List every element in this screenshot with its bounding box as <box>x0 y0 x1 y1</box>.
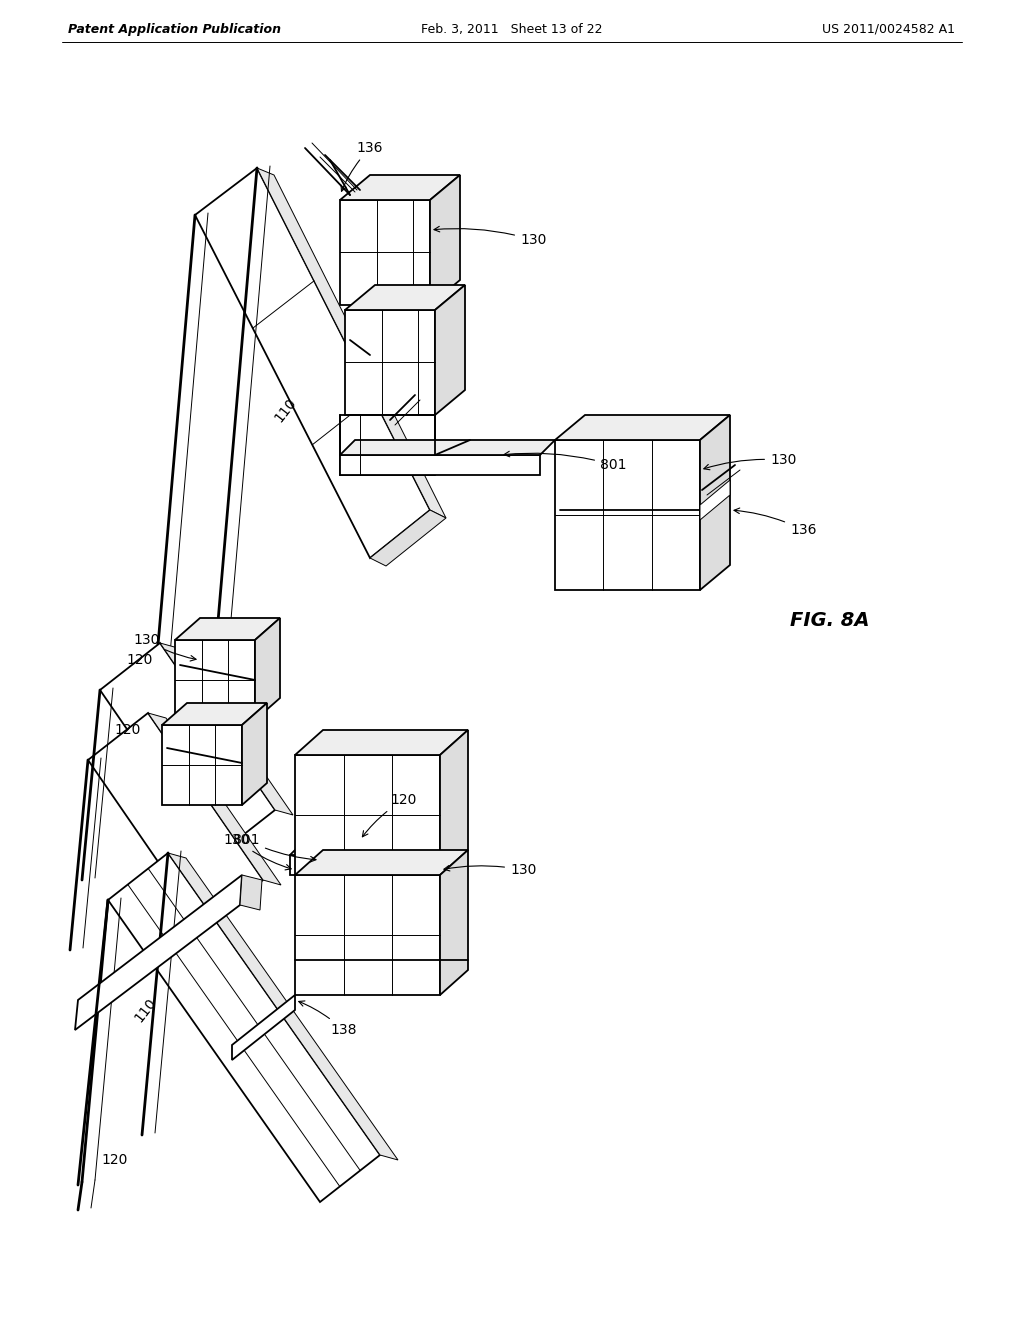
Polygon shape <box>195 168 430 558</box>
Polygon shape <box>340 440 555 455</box>
Text: 130: 130 <box>133 634 196 661</box>
Text: US 2011/0024582 A1: US 2011/0024582 A1 <box>822 22 955 36</box>
Text: Feb. 3, 2011   Sheet 13 of 22: Feb. 3, 2011 Sheet 13 of 22 <box>421 22 603 36</box>
Polygon shape <box>440 730 468 875</box>
Polygon shape <box>162 704 267 725</box>
Text: 120: 120 <box>115 723 141 737</box>
Polygon shape <box>240 875 262 909</box>
Polygon shape <box>340 176 460 201</box>
Text: FIG. 8A: FIG. 8A <box>790 610 869 630</box>
Polygon shape <box>440 850 468 995</box>
Polygon shape <box>345 310 435 414</box>
Polygon shape <box>232 995 295 1060</box>
Polygon shape <box>345 285 465 310</box>
Polygon shape <box>148 713 281 884</box>
Polygon shape <box>175 640 255 719</box>
Text: 136: 136 <box>734 508 816 537</box>
Polygon shape <box>88 713 263 927</box>
Polygon shape <box>295 730 468 755</box>
Text: 136: 136 <box>341 141 383 191</box>
Polygon shape <box>255 618 280 719</box>
Polygon shape <box>168 853 398 1160</box>
Text: 138: 138 <box>299 1001 356 1038</box>
Text: 801: 801 <box>504 451 627 473</box>
Polygon shape <box>700 480 730 520</box>
Polygon shape <box>175 618 280 640</box>
Text: 130: 130 <box>434 226 547 247</box>
Polygon shape <box>290 855 450 875</box>
Polygon shape <box>340 201 430 305</box>
Polygon shape <box>242 704 267 805</box>
Polygon shape <box>295 755 440 875</box>
Text: 110: 110 <box>131 995 159 1024</box>
Polygon shape <box>295 850 468 875</box>
Polygon shape <box>430 176 460 305</box>
Polygon shape <box>370 510 446 566</box>
Polygon shape <box>555 440 700 590</box>
Text: 120: 120 <box>362 793 417 837</box>
Text: 130: 130 <box>223 833 291 870</box>
Polygon shape <box>295 875 440 995</box>
Polygon shape <box>340 455 540 475</box>
Polygon shape <box>555 414 730 440</box>
Polygon shape <box>108 853 380 1203</box>
Polygon shape <box>435 285 465 414</box>
Polygon shape <box>100 643 275 857</box>
Text: 120: 120 <box>127 653 154 667</box>
Polygon shape <box>162 725 242 805</box>
Text: 801: 801 <box>233 833 316 862</box>
Polygon shape <box>75 875 242 1030</box>
Text: 130: 130 <box>444 863 537 876</box>
Text: 120: 120 <box>101 1152 128 1167</box>
Text: 130: 130 <box>703 453 797 470</box>
Polygon shape <box>700 414 730 590</box>
Polygon shape <box>160 643 293 814</box>
Polygon shape <box>290 840 465 855</box>
Text: Patent Application Publication: Patent Application Publication <box>68 22 281 36</box>
Text: 110: 110 <box>271 395 299 425</box>
Polygon shape <box>257 168 446 517</box>
